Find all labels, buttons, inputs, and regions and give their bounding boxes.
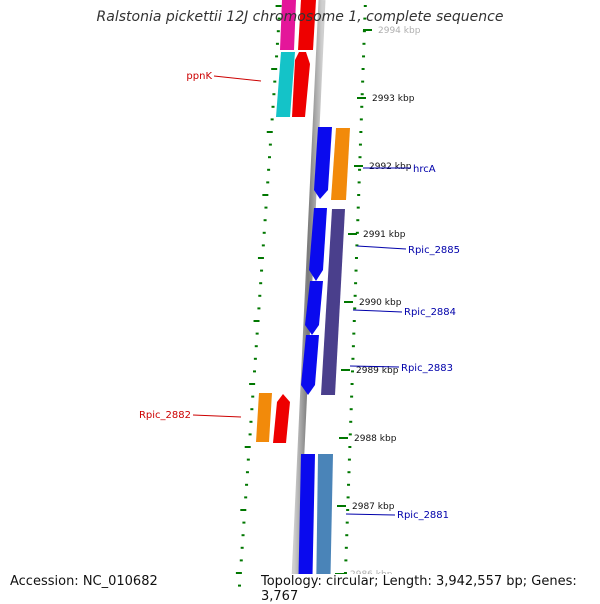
gene-blue-2 bbox=[309, 208, 327, 281]
gene-labels: ppnK hrcA Rpic_2885 Rpic_2884 Rpic_2883 Rpic_… bbox=[139, 71, 460, 521]
tick-marks-left bbox=[235, 5, 282, 587]
gene-label: Rpic_2884 bbox=[404, 307, 456, 318]
ruler-label: 2992 kbp bbox=[369, 162, 412, 172]
gene-blue-4 bbox=[301, 335, 319, 395]
leader-line bbox=[192, 414, 242, 418]
gene-steelblue bbox=[316, 454, 333, 600]
ruler-label: 2991 kbp bbox=[363, 230, 406, 240]
topology-text: Topology: circular; Length: 3,942,557 bp… bbox=[259, 574, 600, 604]
ruler-label: 2989 kbp bbox=[356, 366, 399, 376]
gene-blue-3 bbox=[305, 281, 323, 335]
gene-red-3 bbox=[273, 394, 290, 443]
ruler-label: 2988 kbp bbox=[354, 434, 397, 444]
leader-line bbox=[345, 513, 396, 516]
gene-orange-1 bbox=[331, 128, 350, 200]
gene-label: ppnK bbox=[186, 71, 212, 82]
gene-red-2 bbox=[292, 52, 310, 117]
leader-line bbox=[349, 365, 400, 368]
ruler-label: 2993 kbp bbox=[372, 94, 415, 104]
gene-label: Rpic_2885 bbox=[408, 245, 460, 256]
gene-blue-1 bbox=[314, 127, 332, 199]
leader-line bbox=[213, 75, 262, 82]
gene-cyan bbox=[276, 52, 295, 117]
leader-line bbox=[356, 245, 407, 250]
gene-purple bbox=[321, 209, 345, 395]
leader-line bbox=[352, 309, 403, 313]
gene-label: Rpic_2881 bbox=[397, 510, 449, 521]
gene-features bbox=[256, 0, 350, 600]
gene-red-top bbox=[298, 0, 316, 50]
ruler-label: 2990 kbp bbox=[359, 298, 402, 308]
tick-marks-right bbox=[343, 5, 367, 587]
ruler-label: 2987 kbp bbox=[352, 502, 395, 512]
gene-label: Rpic_2882 bbox=[139, 410, 191, 421]
map-title: Ralstonia pickettii 12J chromosome 1, co… bbox=[96, 9, 504, 25]
accession-text: Accession: NC_010682 bbox=[8, 574, 160, 589]
gene-magenta bbox=[280, 0, 296, 50]
gene-blue-5 bbox=[298, 454, 315, 600]
ruler-label: 2994 kbp bbox=[378, 26, 421, 36]
gene-orange-2 bbox=[256, 393, 272, 442]
gene-label: Rpic_2883 bbox=[401, 363, 453, 374]
gene-label: hrcA bbox=[413, 164, 436, 175]
